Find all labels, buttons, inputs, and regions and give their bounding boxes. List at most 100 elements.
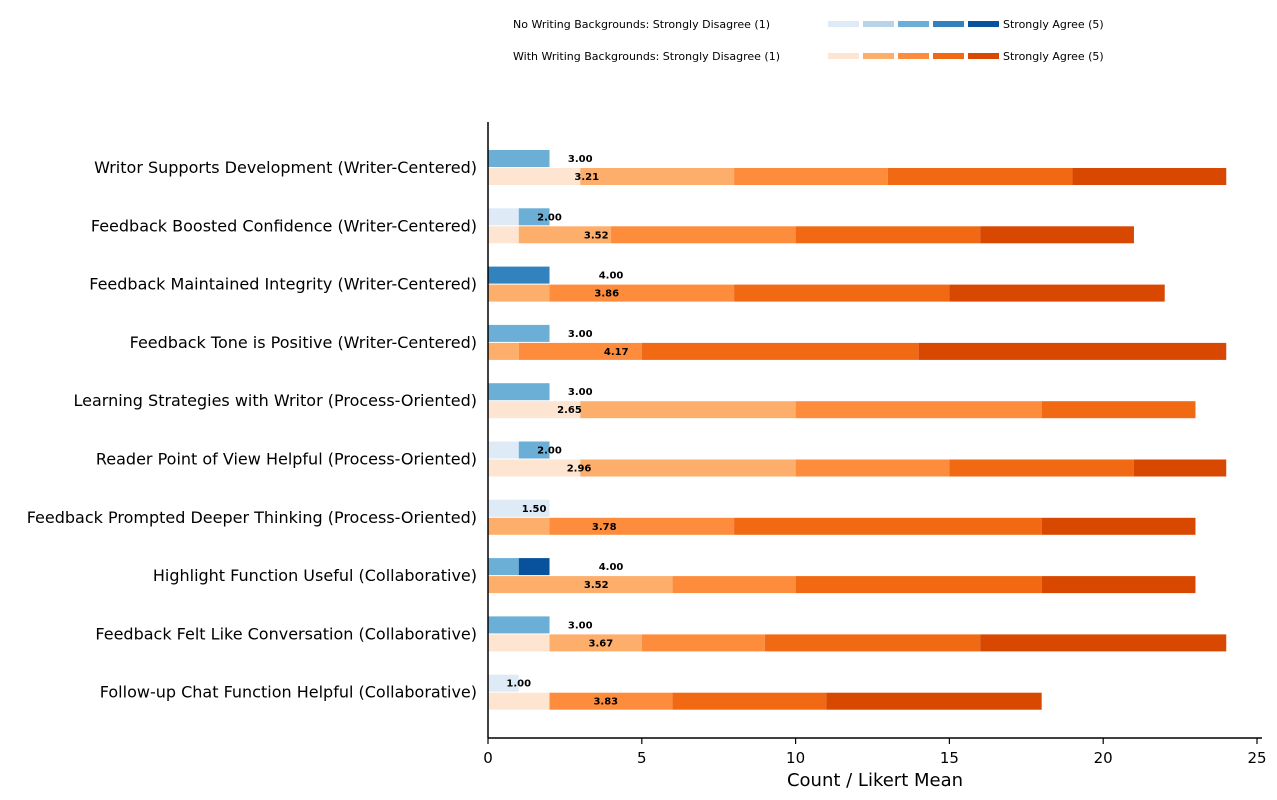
mean-label-no: 3.00 xyxy=(568,620,593,631)
mean-label-with: 2.65 xyxy=(557,405,582,416)
x-tick-label: 15 xyxy=(940,749,959,767)
bar-segment-no-level-3 xyxy=(488,558,519,576)
bar-segment-with-level-4 xyxy=(1041,401,1196,419)
category-label: Feedback Felt Like Conversation (Collabo… xyxy=(95,624,477,643)
bar-segment-with-level-5 xyxy=(1041,517,1196,535)
bar-segment-with-level-2 xyxy=(549,634,642,652)
bar-segment-with-level-4 xyxy=(672,692,827,710)
bar-segment-with-level-3 xyxy=(549,692,673,710)
bar-segment-with-level-4 xyxy=(734,284,950,302)
category-label: Reader Point of View Helpful (Process-Or… xyxy=(96,450,477,469)
bar-segment-with-level-3 xyxy=(672,576,796,594)
bar-segment-with-level-2 xyxy=(518,226,612,244)
legend-no-high-label: Strongly Agree (5) xyxy=(1003,18,1104,31)
bar-segment-no-level-4 xyxy=(488,266,550,284)
bar-segment-with-level-4 xyxy=(887,168,1073,185)
mean-label-no: 4.00 xyxy=(599,271,624,282)
bar-segment-with-level-1 xyxy=(488,226,519,244)
bar-segment-with-level-2 xyxy=(488,284,550,302)
mean-label-with: 3.67 xyxy=(589,638,614,649)
bar-segment-with-level-1 xyxy=(488,634,550,652)
legend-with-swatches xyxy=(828,53,999,59)
bar-segment-with-level-3 xyxy=(795,401,1042,419)
legend-no-swatch-5 xyxy=(968,21,999,27)
x-tick-label: 0 xyxy=(483,749,493,767)
legend-with-swatch-5 xyxy=(968,53,999,59)
legend-with-swatch-1 xyxy=(828,53,859,59)
legend-with-swatch-4 xyxy=(933,53,964,59)
category-label: Follow-up Chat Function Helpful (Collabo… xyxy=(100,683,477,702)
mean-label-no: 2.00 xyxy=(537,446,562,457)
legend-with-low-label: With Writing Backgrounds: Strongly Disag… xyxy=(513,50,780,63)
bar-segment-with-level-4 xyxy=(764,634,981,652)
bar-segment-with-level-3 xyxy=(549,284,735,302)
bar-segment-with-level-1 xyxy=(488,401,581,419)
bar-segment-with-level-5 xyxy=(949,284,1165,302)
bar-segment-no-level-3 xyxy=(488,616,550,634)
bar-segment-with-level-4 xyxy=(641,342,919,360)
mean-label-no: 1.00 xyxy=(506,679,531,690)
x-tick-label: 10 xyxy=(786,749,805,767)
x-tick-label: 25 xyxy=(1247,749,1266,767)
bar-segment-no-level-3 xyxy=(488,383,550,401)
bar-segment-no-level-3 xyxy=(488,324,550,342)
legend-no-swatch-1 xyxy=(828,21,859,27)
legend-no-low-label: No Writing Backgrounds: Strongly Disagre… xyxy=(513,18,770,31)
mean-label-with: 3.52 xyxy=(584,580,609,591)
legend-no-swatches xyxy=(828,21,999,27)
bar-segment-with-level-2 xyxy=(488,342,519,360)
mean-label-no: 3.00 xyxy=(568,387,593,398)
mean-label-with: 3.21 xyxy=(574,172,599,183)
bar-segment-with-level-5 xyxy=(1133,459,1227,477)
legend-no-swatch-4 xyxy=(933,21,964,27)
bar-segment-no-level-1 xyxy=(488,208,519,226)
bar-segment-no-level-5 xyxy=(518,558,550,576)
bar-segment-with-level-2 xyxy=(580,401,796,419)
bar-segment-with-level-5 xyxy=(1072,168,1227,185)
mean-label-no: 3.00 xyxy=(568,329,593,340)
bar-segment-with-level-5 xyxy=(1041,576,1196,594)
bar-segment-with-level-3 xyxy=(518,342,642,360)
category-label: Feedback Boosted Confidence (Writer-Cent… xyxy=(91,216,477,235)
legend-with-swatch-3 xyxy=(898,53,929,59)
legend: No Writing Backgrounds: Strongly Disagre… xyxy=(513,18,1104,63)
x-ticks: 0 5 10 15 20 25 xyxy=(483,738,1267,767)
category-label: Feedback Tone is Positive (Writer-Center… xyxy=(130,333,477,352)
bar-segment-with-level-3 xyxy=(641,634,765,652)
bar-segment-no-level-1 xyxy=(488,674,519,692)
bar-segment-with-level-1 xyxy=(488,168,581,185)
legend-with-swatch-2 xyxy=(863,53,894,59)
x-tick-label: 5 xyxy=(637,749,647,767)
bar-segment-with-level-4 xyxy=(795,576,1042,594)
bar-segment-no-level-3 xyxy=(518,441,550,459)
bar-segment-with-level-2 xyxy=(580,168,735,185)
bar-segment-with-level-1 xyxy=(488,459,581,477)
mean-label-with: 3.78 xyxy=(592,522,617,533)
x-tick-label: 20 xyxy=(1094,749,1113,767)
legend-no-swatch-3 xyxy=(898,21,929,27)
category-label: Writor Supports Development (Writer-Cent… xyxy=(94,158,477,177)
mean-label-with: 2.96 xyxy=(567,464,592,475)
bars xyxy=(488,150,1227,710)
category-label: Feedback Prompted Deeper Thinking (Proce… xyxy=(27,508,477,527)
legend-with-high-label: Strongly Agree (5) xyxy=(1003,50,1104,63)
bar-segment-with-level-3 xyxy=(611,226,796,244)
mean-label-with: 3.83 xyxy=(593,697,618,708)
bar-segment-with-level-4 xyxy=(949,459,1134,477)
mean-label-with: 3.86 xyxy=(594,289,619,300)
mean-label-with: 4.17 xyxy=(604,347,629,358)
bar-segment-with-level-2 xyxy=(488,576,673,594)
bar-segment-with-level-2 xyxy=(488,517,550,535)
bar-segment-with-level-5 xyxy=(918,342,1227,360)
legend-no-swatch-2 xyxy=(863,21,894,27)
bar-segment-with-level-4 xyxy=(734,517,1042,535)
category-label: Highlight Function Useful (Collaborative… xyxy=(153,566,477,585)
bar-segment-with-level-2 xyxy=(580,459,796,477)
bar-segment-with-level-5 xyxy=(826,692,1042,710)
bar-segment-no-level-3 xyxy=(518,208,550,226)
bar-segment-with-level-5 xyxy=(980,634,1227,652)
bar-segment-no-level-1 xyxy=(488,499,550,517)
bar-segment-no-level-1 xyxy=(488,441,519,459)
mean-label-with: 3.52 xyxy=(584,230,609,241)
